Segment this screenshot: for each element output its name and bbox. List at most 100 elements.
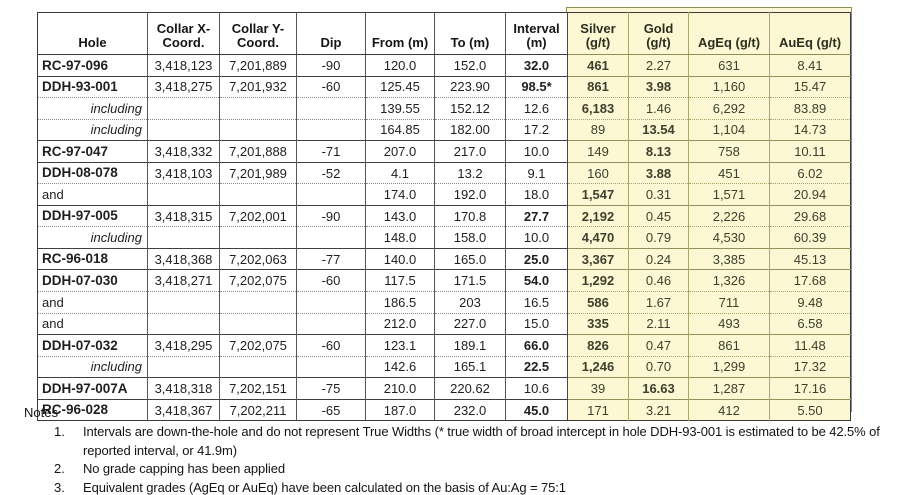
cell-ageq-gpt: 4,530 <box>688 226 770 249</box>
col-header-collar-y: Collar Y- Coord. <box>219 12 297 55</box>
cell-from-m: 140.0 <box>365 247 435 270</box>
cell-dip: -60 <box>296 269 366 292</box>
cell-collar-y <box>219 355 297 378</box>
cell-aueq-gpt: 60.39 <box>769 226 851 249</box>
hole-label: DDH-07-030 <box>37 269 148 292</box>
cell-interval-m: 66.0 <box>505 334 568 357</box>
hole-label: and <box>37 183 148 206</box>
cell-silver-gpt: 335 <box>567 312 629 335</box>
cell-aueq-gpt: 14.73 <box>769 118 851 141</box>
cell-dip: -52 <box>296 161 366 184</box>
cell-ageq-gpt: 758 <box>688 140 770 163</box>
cell-ageq-gpt: 1,326 <box>688 269 770 292</box>
hole-label: including <box>37 226 148 249</box>
table-row: and 186.5 203 16.5 586 1.67 711 9.48 <box>37 291 851 314</box>
cell-from-m: 123.1 <box>365 334 435 357</box>
cell-aueq-gpt: 11.48 <box>769 334 851 357</box>
cell-collar-y: 7,201,932 <box>219 75 297 98</box>
cell-to-m: 152.12 <box>434 97 506 120</box>
cell-gold-gpt: 0.46 <box>628 269 689 292</box>
cell-ageq-gpt: 711 <box>688 291 770 314</box>
table-row: DDH-07-032 3,418,295 7,202,075 -60 123.1 189.… <box>37 334 851 357</box>
cell-ageq-gpt: 6,292 <box>688 97 770 120</box>
cell-collar-x: 3,418,318 <box>147 377 220 400</box>
cell-from-m: 4.1 <box>365 161 435 184</box>
table-body: RC-97-096 3,418,123 7,201,889 -90 120.0 152.0… <box>37 54 851 421</box>
cell-dip <box>296 226 366 249</box>
cell-dip: -60 <box>296 334 366 357</box>
cell-collar-y: 7,202,075 <box>219 334 297 357</box>
cell-silver-gpt: 1,547 <box>567 183 629 206</box>
cell-collar-y: 7,202,211 <box>219 398 297 421</box>
hole-label: DDH-93-001 <box>37 75 148 98</box>
note-item: 2. No grade capping has been applied <box>54 460 907 479</box>
cell-silver-gpt: 461 <box>567 54 629 77</box>
hole-label: DDH-08-078 <box>37 161 148 184</box>
table-row: and 174.0 192.0 18.0 1,547 0.31 1,571 20.94 <box>37 183 851 206</box>
hole-label: DDH-07-032 <box>37 334 148 357</box>
cell-dip: -75 <box>296 377 366 400</box>
cell-to-m: 165.1 <box>434 355 506 378</box>
cell-interval-m: 18.0 <box>505 183 568 206</box>
table-row: DDH-08-078 3,418,103 7,201,989 -52 4.1 13.2 9.… <box>37 161 851 184</box>
cell-gold-gpt: 0.70 <box>628 355 689 378</box>
cell-gold-gpt: 2.27 <box>628 54 689 77</box>
hole-label: RC-97-047 <box>37 140 148 163</box>
cell-dip <box>296 118 366 141</box>
cell-gold-gpt: 2.11 <box>628 312 689 335</box>
cell-aueq-gpt: 17.68 <box>769 269 851 292</box>
cell-to-m: 220.62 <box>434 377 506 400</box>
cell-interval-m: 10.0 <box>505 226 568 249</box>
cell-from-m: 143.0 <box>365 204 435 227</box>
cell-silver-gpt: 861 <box>567 75 629 98</box>
cell-to-m: 203 <box>434 291 506 314</box>
cell-gold-gpt: 3.21 <box>628 398 689 421</box>
cell-dip <box>296 97 366 120</box>
cell-collar-y <box>219 312 297 335</box>
cell-dip: -77 <box>296 247 366 270</box>
cell-gold-gpt: 0.45 <box>628 204 689 227</box>
cell-collar-y: 7,201,888 <box>219 140 297 163</box>
cell-gold-gpt: 0.79 <box>628 226 689 249</box>
cell-dip: -90 <box>296 204 366 227</box>
cell-collar-x: 3,418,271 <box>147 269 220 292</box>
cell-to-m: 227.0 <box>434 312 506 335</box>
table-row: RC-97-096 3,418,123 7,201,889 -90 120.0 152.0… <box>37 54 851 77</box>
table-row: including 139.55 152.12 12.6 6,183 1.46 6,292 8… <box>37 97 851 120</box>
note-item: 3. Equivalent grades (AgEq or AuEq) have… <box>54 479 907 495</box>
table-row: RC-96-018 3,418,368 7,202,063 -77 140.0 165.0… <box>37 247 851 270</box>
cell-silver-gpt: 4,470 <box>567 226 629 249</box>
cell-gold-gpt: 13.54 <box>628 118 689 141</box>
cell-collar-x: 3,418,368 <box>147 247 220 270</box>
table-row: DDH-93-001 3,418,275 7,201,932 -60 125.45 223… <box>37 75 851 98</box>
table-header: Hole Collar X- Coord. Collar Y- Coord. D… <box>37 12 851 55</box>
cell-interval-m: 10.6 <box>505 377 568 400</box>
table-row: including 164.85 182.00 17.2 89 13.54 1,104 14.… <box>37 118 851 141</box>
table-row: DDH-07-030 3,418,271 7,202,075 -60 117.5 171.… <box>37 269 851 292</box>
cell-interval-m: 12.6 <box>505 97 568 120</box>
cell-to-m: 192.0 <box>434 183 506 206</box>
cell-from-m: 212.0 <box>365 312 435 335</box>
cell-interval-m: 22.5 <box>505 355 568 378</box>
cell-silver-gpt: 89 <box>567 118 629 141</box>
note-text: No grade capping has been applied <box>83 461 285 476</box>
cell-aueq-gpt: 8.41 <box>769 54 851 77</box>
cell-silver-gpt: 171 <box>567 398 629 421</box>
cell-to-m: 158.0 <box>434 226 506 249</box>
cell-dip: -71 <box>296 140 366 163</box>
hole-label: and <box>37 291 148 314</box>
cell-dip: -60 <box>296 75 366 98</box>
hole-label: DDH-97-005 <box>37 204 148 227</box>
cell-collar-x: 3,418,315 <box>147 204 220 227</box>
note-number: 1. <box>54 424 65 439</box>
cell-from-m: 207.0 <box>365 140 435 163</box>
cell-collar-x: 3,418,275 <box>147 75 220 98</box>
note-text: Equivalent grades (AgEq or AuEq) have be… <box>83 479 566 495</box>
cell-silver-gpt: 586 <box>567 291 629 314</box>
cell-ageq-gpt: 412 <box>688 398 770 421</box>
cell-aueq-gpt: 45.13 <box>769 247 851 270</box>
cell-to-m: 232.0 <box>434 398 506 421</box>
cell-from-m: 139.55 <box>365 97 435 120</box>
cell-silver-gpt: 826 <box>567 334 629 357</box>
col-header-to: To (m) <box>434 12 506 55</box>
